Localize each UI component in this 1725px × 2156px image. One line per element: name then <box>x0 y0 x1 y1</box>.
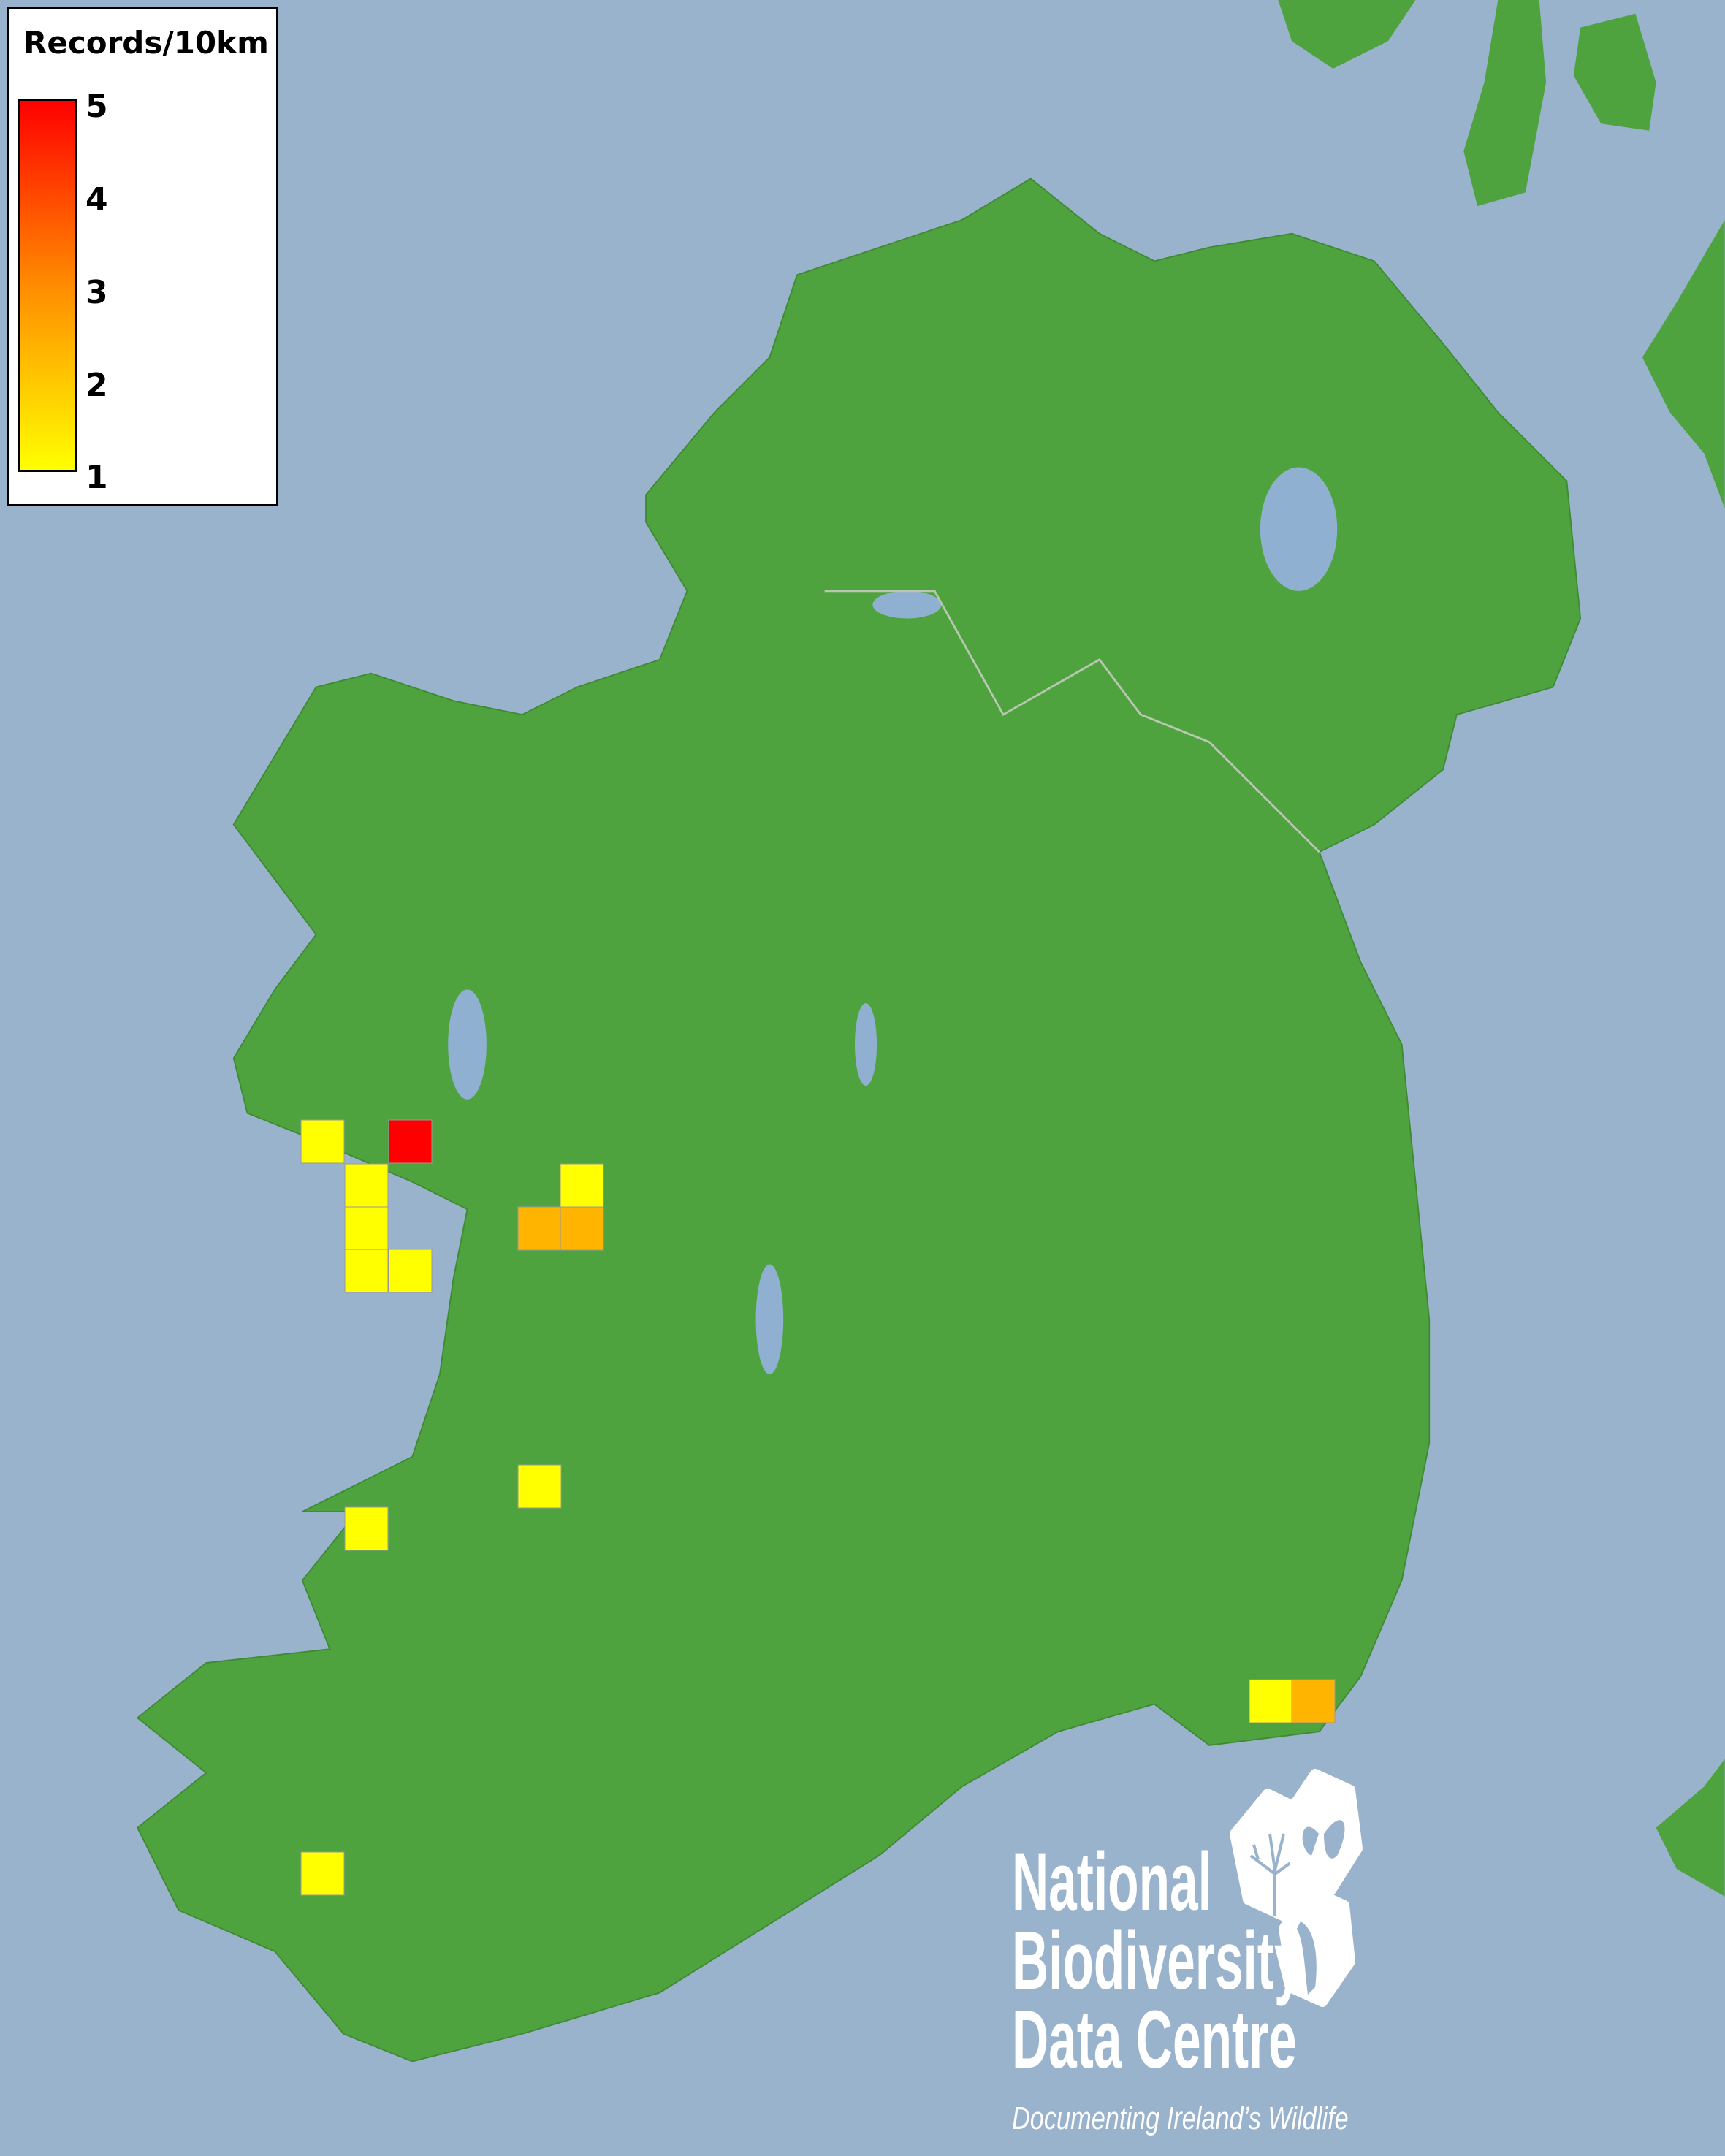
record-cell <box>300 1119 345 1164</box>
lough-ree <box>854 1003 877 1086</box>
logo-line-2: Biodiversity <box>1012 1915 1303 2006</box>
record-cell <box>560 1206 604 1251</box>
lough-neagh <box>1260 467 1338 591</box>
wales-coast <box>1656 1759 1725 1897</box>
logo-tagline: Documenting Ireland’s Wildlife <box>1012 2100 1349 2136</box>
legend-color-bar <box>18 99 77 472</box>
record-cell <box>1249 1679 1293 1723</box>
record-cell <box>344 1249 389 1293</box>
legend: Records/10km 5 4 3 2 1 <box>7 7 278 506</box>
legend-title: Records/10km <box>23 25 269 61</box>
logo-line-1: National <box>1012 1836 1212 1927</box>
record-cell <box>388 1249 433 1293</box>
legend-tick-3: 3 <box>85 274 108 311</box>
border-line <box>824 590 1320 853</box>
lough-erne <box>872 590 942 619</box>
record-cell <box>300 1851 345 1896</box>
ireland-landmass <box>136 178 1582 2062</box>
scotland-island-2 <box>1463 0 1547 207</box>
record-cell <box>344 1506 389 1551</box>
legend-tick-1: 1 <box>85 459 108 496</box>
scotland-islands <box>1278 0 1416 69</box>
legend-tick-5: 5 <box>85 88 108 125</box>
scotland-island-3 <box>1573 13 1656 131</box>
record-cell <box>517 1206 562 1251</box>
lough-derg <box>755 1264 784 1374</box>
record-cell <box>517 1464 562 1509</box>
lough-corrib <box>448 989 487 1100</box>
record-cell <box>344 1163 389 1208</box>
record-cell <box>1291 1679 1336 1723</box>
logo-line-3: Data Centre <box>1012 1994 1297 2085</box>
record-cell <box>388 1119 433 1164</box>
record-cells <box>300 1119 1336 1896</box>
land-layer <box>136 0 1725 2062</box>
scotland-mainland <box>1642 219 1725 508</box>
legend-tick-2: 2 <box>85 367 108 404</box>
record-cell <box>560 1163 604 1208</box>
record-cell <box>344 1206 389 1251</box>
legend-tick-4: 4 <box>85 181 108 218</box>
